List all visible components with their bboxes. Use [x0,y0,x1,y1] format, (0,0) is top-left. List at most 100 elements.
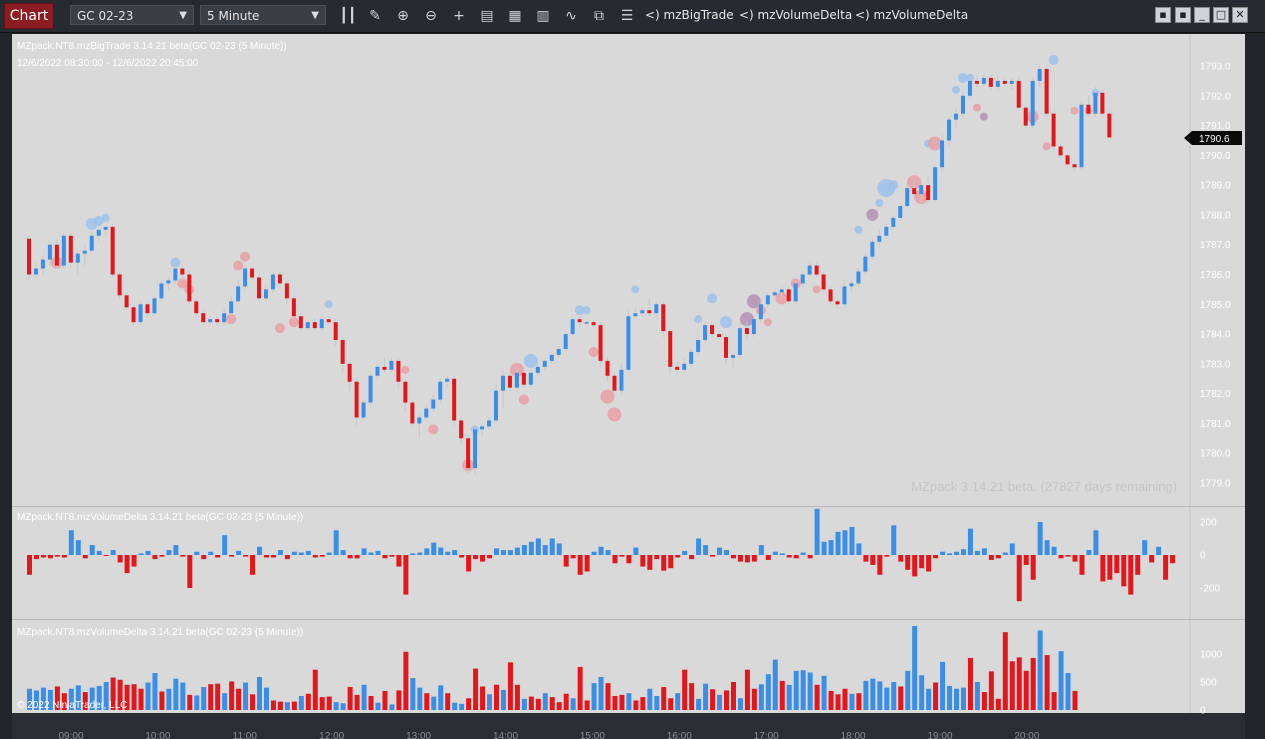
delta-bar [27,555,32,575]
volume-bar [814,684,820,710]
big-trade-bubble [928,136,943,151]
volume-bar [298,696,304,710]
volume-bar [556,702,562,710]
volume-bar [354,694,360,710]
interval-selector[interactable]: 5 Minute ▼ [200,5,326,25]
candle-body [312,322,317,329]
candle-body [201,313,206,323]
delta-bar [535,538,541,555]
candle-body [668,331,673,367]
delta-bar [40,555,46,558]
delta-bar [396,555,402,567]
volume-bar [619,694,625,710]
price-axis-label: 1792.0 [1200,91,1231,102]
delta-bar [1079,555,1085,575]
templates-icon[interactable]: ▦ [508,8,522,24]
candle-body [926,185,931,201]
volume-bar [912,626,918,710]
delta-bar [263,555,269,558]
delta-bar [507,550,513,555]
price-axis-label: 1784.0 [1200,330,1231,341]
delta-bar [570,555,576,559]
delta-bar [1128,555,1134,595]
delta-bar [487,555,493,559]
volume-bar [291,701,297,710]
minimize-button[interactable]: _ [1194,7,1210,23]
volume-bar [159,691,165,710]
window-group-icon[interactable]: ▪ [1175,7,1191,23]
indicators-icon[interactable]: ∿ [565,8,577,24]
volume-bar [570,698,576,710]
candle-body [403,381,408,403]
delta-bar [1086,550,1092,555]
big-trade-bubble [707,293,718,304]
volume-bar [375,702,381,710]
candle-body [786,289,791,302]
candle-body [542,360,547,367]
properties-icon[interactable]: ⧉ [594,8,604,24]
big-trade-bubble [763,318,772,327]
volume-bar [131,684,137,710]
volume-bar [277,701,283,710]
chart-button[interactable]: Chart [4,3,54,29]
delta-bar [54,555,60,557]
delta-bar [500,550,506,555]
delta-bar [68,530,74,555]
list-icon[interactable]: ☰ [620,8,634,24]
volume-bar [166,688,172,710]
chevron-down-icon: ▼ [179,10,187,21]
candle-body [940,140,945,168]
volume-bar [82,692,88,710]
instrument-selector[interactable]: GC 02-23 ▼ [70,5,194,25]
close-button[interactable]: ✕ [1232,7,1248,23]
bar-type-icon[interactable]: ┃┃ [339,8,357,24]
delta-bar [1093,530,1099,555]
time-axis-label: 09:00 [58,731,83,739]
delta-bar [765,555,771,560]
zoom-out-icon[interactable]: ⊖ [425,8,437,24]
time-axis-label: 12:00 [319,731,344,739]
window-tile-icon[interactable]: ▪ [1155,7,1171,23]
delta-bar [305,550,311,555]
delta-bar [1002,552,1008,555]
big-trade-bubble [240,251,251,262]
candle-body [431,399,436,409]
price-axis-label: 1783.0 [1200,359,1231,370]
zoom-in-icon[interactable]: ⊕ [397,8,409,24]
data-box-icon[interactable]: ▤ [480,8,494,24]
volume-bar [710,689,716,710]
candle-body [1009,80,1014,84]
delta-bar [912,555,918,577]
candle-body [675,366,680,370]
delta-bar [466,555,472,572]
candle-body [382,366,387,370]
crosshair-icon[interactable]: + [453,8,465,24]
candle-body [988,77,993,87]
watermark: MZpack 3.14.21 beta. (27827 days remaini… [911,479,1177,494]
candle-body [828,289,833,302]
delta-bar [361,548,367,555]
candle-body [870,241,875,257]
draw-pencil-icon[interactable]: ✎ [369,8,381,24]
delta-bar [96,550,102,555]
volume-bar [382,690,388,710]
candle-body [250,268,255,278]
chevron-down-icon: ▼ [311,10,319,21]
indicator-label-volumedelta-1[interactable]: <) mzVolumeDelta [739,8,853,22]
delta-bar [194,551,200,555]
indicator-label-volumedelta-2[interactable]: <) mzVolumeDelta [855,8,969,22]
delta-bar [619,555,625,557]
indicator-label-bigtrade[interactable]: <) mzBigTrade [645,8,734,22]
big-trade-bubble [101,213,110,222]
y-axis-labels: 1793.0 1792.0 1791.0 1790.0 1789.0 1788.0 1787… [1200,62,1231,717]
copyright-label: © 2022 NinjaTrader, LLC [17,700,127,711]
volume-bar [842,688,848,710]
volume-bar [717,694,723,710]
candle-body [194,301,199,314]
candle-body [995,80,1000,87]
candle-body [1079,104,1084,168]
strategies-icon[interactable]: ▥ [536,8,550,24]
maximize-button[interactable]: □ [1213,7,1229,23]
big-trade-bubble [607,407,622,422]
